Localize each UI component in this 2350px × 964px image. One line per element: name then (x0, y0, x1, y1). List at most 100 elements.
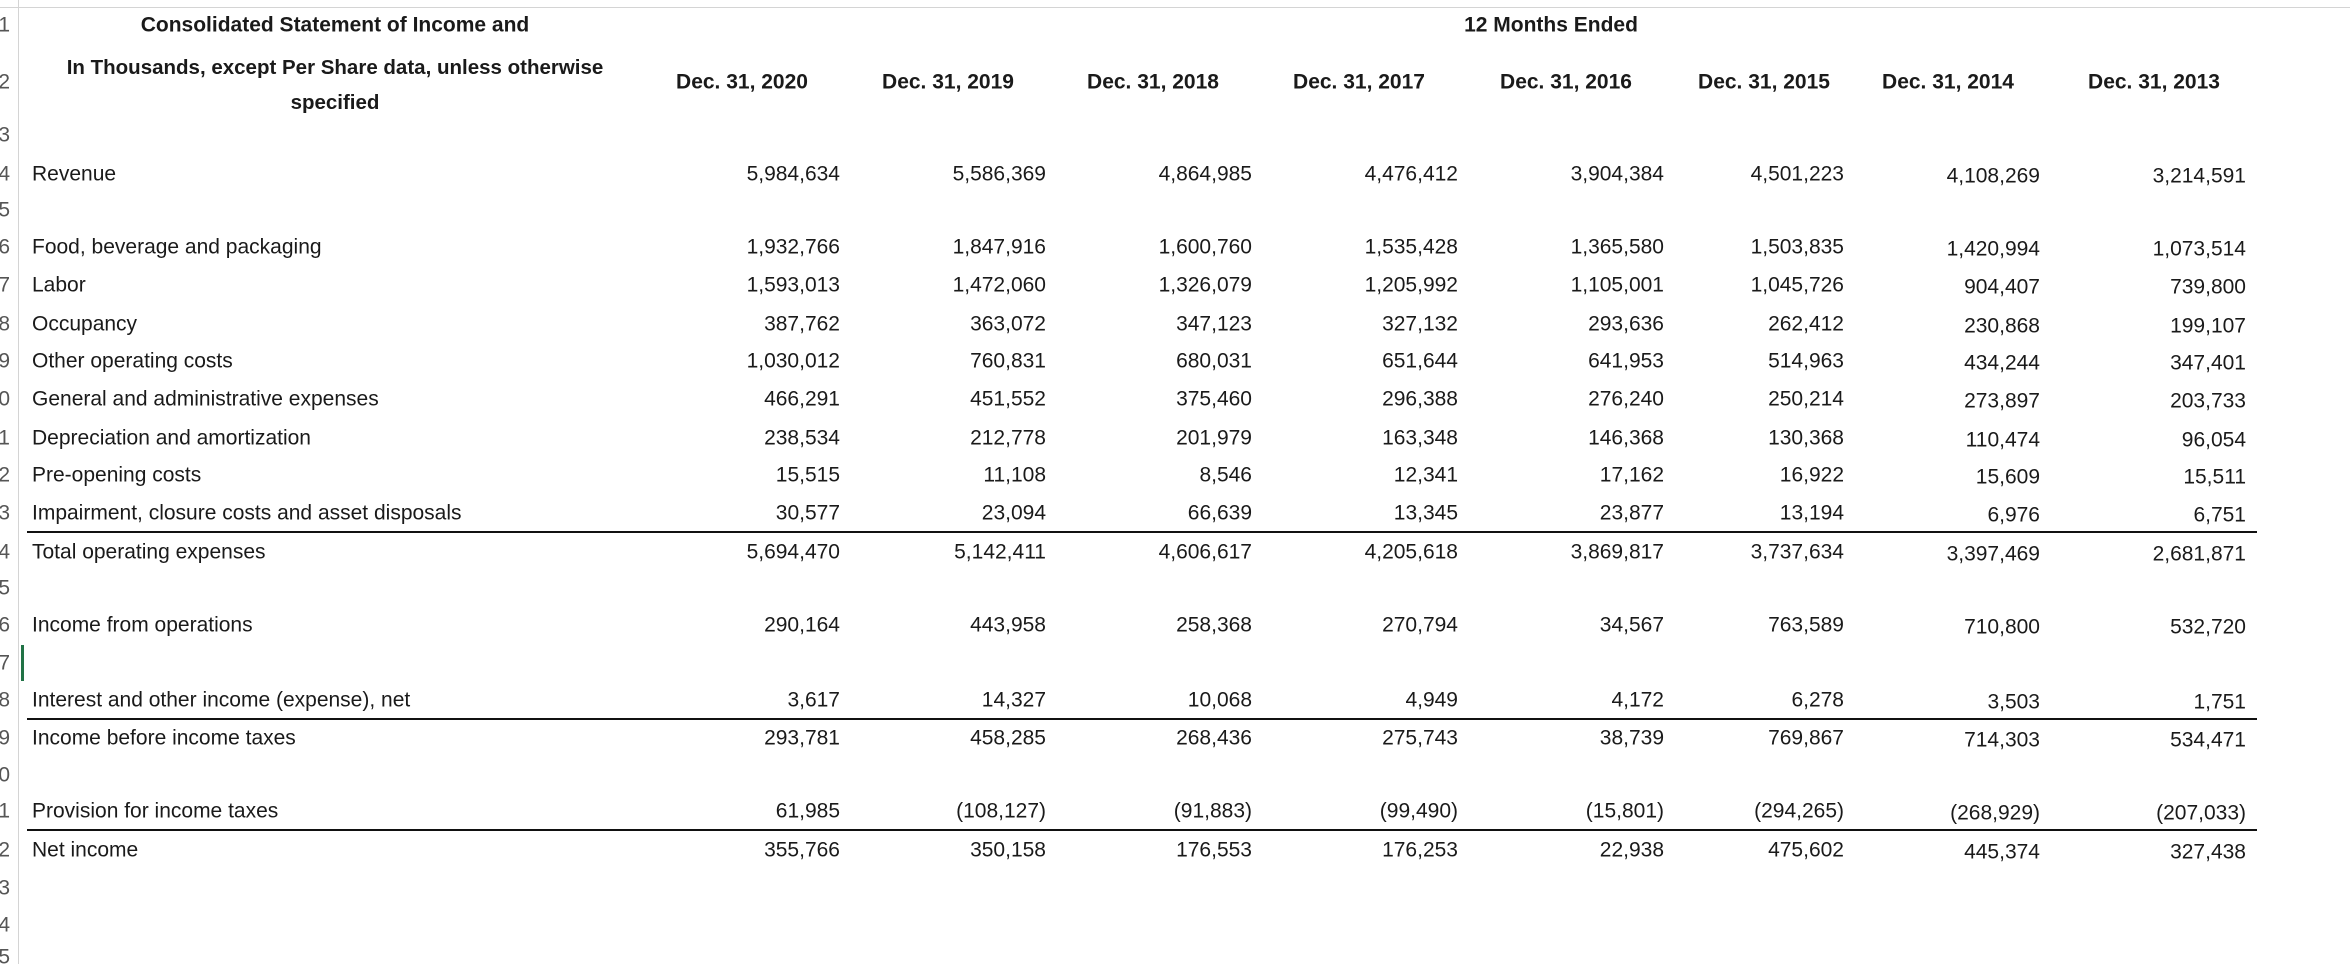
cell-value: 6,278 (1791, 688, 1844, 712)
row-number: 3 (0, 123, 10, 147)
row-label: Net income (32, 838, 139, 862)
row-label: Income before income taxes (32, 726, 296, 750)
row-label: Provision for income taxes (32, 799, 279, 823)
cell-value: 30,577 (775, 501, 840, 525)
row-number: 5 (0, 198, 10, 222)
cell-value: 22,938 (1599, 838, 1664, 862)
cell-value: 5,984,634 (746, 162, 840, 186)
cell-value: (108,127) (956, 799, 1046, 823)
cell-value: 163,348 (1382, 426, 1458, 450)
row-number: 8 (0, 312, 10, 336)
cell-value: 5,586,369 (952, 162, 1046, 186)
row-number: 24 (0, 913, 10, 937)
cell-value: 290,164 (764, 613, 840, 637)
column-header: Dec. 31, 2017 (1293, 70, 1425, 94)
cell-value: 3,397,469 (1946, 542, 2040, 566)
row-number: 2 (0, 70, 10, 94)
column-header: Dec. 31, 2015 (1698, 70, 1830, 94)
row-label: Pre-opening costs (32, 463, 202, 487)
row-number: 1 (0, 13, 10, 37)
cell-value: 66,639 (1187, 501, 1252, 525)
cell-value: 347,401 (2170, 351, 2246, 375)
cell-value: 23,877 (1599, 501, 1664, 525)
cell-value: 434,244 (1964, 351, 2040, 375)
cell-value: 739,800 (2170, 275, 2246, 299)
cell-value: 1,847,916 (952, 235, 1046, 259)
row-label: Food, beverage and packaging (32, 235, 322, 259)
cell-value: 212,778 (970, 426, 1046, 450)
row-label: Depreciation and amortization (32, 426, 311, 450)
row-number: 25 (0, 945, 10, 964)
cell-value: 4,205,618 (1364, 540, 1458, 564)
cell-value: 451,552 (970, 387, 1046, 411)
cell-value: 14,327 (981, 688, 1046, 712)
cell-value: 1,600,760 (1158, 235, 1252, 259)
cell-value: 375,460 (1176, 387, 1252, 411)
cell-value: 13,194 (1779, 501, 1844, 525)
cell-value: 4,606,617 (1158, 540, 1252, 564)
row-number: 20 (0, 763, 10, 787)
cell-value: 34,567 (1599, 613, 1664, 637)
row-label: Other operating costs (32, 349, 233, 373)
row-number: 19 (0, 726, 10, 750)
cell-value: 445,374 (1964, 840, 2040, 864)
row-number: 12 (0, 463, 10, 487)
cell-value: 4,108,269 (1946, 164, 2040, 188)
row-number: 10 (0, 387, 10, 411)
cell-value: 176,253 (1382, 838, 1458, 862)
column-header: Dec. 31, 2013 (2088, 70, 2220, 94)
cell-value: (294,265) (1754, 799, 1844, 823)
cell-value: 760,831 (970, 349, 1046, 373)
row-number: 16 (0, 613, 10, 637)
cell-value: 273,897 (1964, 389, 2040, 413)
cell-value: 276,240 (1588, 387, 1664, 411)
title-subline: In Thousands, except Per Share data, unl… (66, 56, 604, 114)
cell-value: 270,794 (1382, 613, 1458, 637)
row-number: 21 (0, 799, 10, 823)
cell-value: 532,720 (2170, 615, 2246, 639)
cell-value: 350,158 (970, 838, 1046, 862)
cell-value: 15,609 (1975, 465, 2040, 489)
row-number: 18 (0, 688, 10, 712)
cell-value: 296,388 (1382, 387, 1458, 411)
row-label: Impairment, closure costs and asset disp… (32, 501, 462, 525)
cell-value: 514,963 (1768, 349, 1844, 373)
cell-value: 6,751 (2193, 503, 2246, 527)
cell-value: 8,546 (1199, 463, 1252, 487)
cell-value: 293,781 (764, 726, 840, 750)
cell-value: 680,031 (1176, 349, 1252, 373)
cell-value: 1,420,994 (1946, 237, 2040, 261)
row-number: 14 (0, 540, 10, 564)
top-border (0, 7, 2350, 8)
cell-value: 268,436 (1176, 726, 1252, 750)
cell-value: 4,172 (1611, 688, 1664, 712)
cell-value: 201,979 (1176, 426, 1252, 450)
cell-value: 1,326,079 (1158, 273, 1252, 297)
cell-value: 199,107 (2170, 314, 2246, 338)
column-header: Dec. 31, 2020 (676, 70, 808, 94)
row-number: 15 (0, 576, 10, 600)
cell-value: (268,929) (1950, 801, 2040, 825)
cell-value: 230,868 (1964, 314, 2040, 338)
row-label: Income from operations (32, 613, 253, 637)
cell-value: 387,762 (764, 312, 840, 336)
cell-value: 203,733 (2170, 389, 2246, 413)
cell-value: 2,681,871 (2152, 542, 2246, 566)
cell-value: 17,162 (1599, 463, 1664, 487)
row-label: Revenue (32, 162, 117, 186)
cell-value: 1,205,992 (1364, 273, 1458, 297)
cell-value: 250,214 (1768, 387, 1844, 411)
cell-value: 1,535,428 (1364, 235, 1458, 259)
column-header: Dec. 31, 2014 (1882, 70, 2014, 94)
row-number: 22 (0, 838, 10, 862)
title-line: Consolidated Statement of Income and (140, 13, 530, 37)
cell-value: 714,303 (1964, 728, 2040, 752)
cell-value: 110,474 (1965, 428, 2040, 452)
cell-value: 4,949 (1405, 688, 1458, 712)
cell-value: 5,694,470 (746, 540, 840, 564)
row-number: 13 (0, 501, 10, 525)
row-border (27, 531, 2257, 533)
cell-value: 275,743 (1382, 726, 1458, 750)
cell-value: 15,511 (2183, 465, 2246, 489)
cell-value: 16,922 (1779, 463, 1844, 487)
